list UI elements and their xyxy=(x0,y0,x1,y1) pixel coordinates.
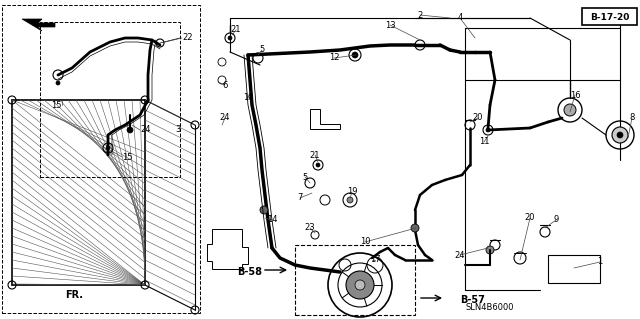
Circle shape xyxy=(411,224,419,232)
Text: 9: 9 xyxy=(554,216,559,225)
Bar xyxy=(295,245,415,315)
Circle shape xyxy=(352,52,358,58)
Circle shape xyxy=(617,132,623,138)
Circle shape xyxy=(486,128,490,132)
Text: 3: 3 xyxy=(175,125,180,135)
Text: 14: 14 xyxy=(267,216,277,225)
Text: 24: 24 xyxy=(455,250,465,259)
Text: 20: 20 xyxy=(525,213,535,222)
Text: 6: 6 xyxy=(222,80,228,90)
Text: B-58: B-58 xyxy=(237,267,262,277)
Circle shape xyxy=(106,146,110,150)
Text: 24: 24 xyxy=(220,114,230,122)
Text: B-17-20: B-17-20 xyxy=(590,12,630,21)
Text: 15: 15 xyxy=(51,100,62,109)
Text: 21: 21 xyxy=(231,26,241,34)
Text: 22: 22 xyxy=(182,33,193,42)
Text: 5: 5 xyxy=(259,46,264,55)
Text: 17: 17 xyxy=(370,256,380,264)
Text: 1: 1 xyxy=(597,257,603,266)
Text: 4: 4 xyxy=(458,13,463,23)
Text: 2: 2 xyxy=(417,11,422,19)
Bar xyxy=(548,255,600,283)
Circle shape xyxy=(346,271,374,299)
Text: 5: 5 xyxy=(302,173,308,182)
Circle shape xyxy=(316,163,320,167)
Text: 8: 8 xyxy=(629,114,635,122)
Bar xyxy=(582,8,637,25)
Text: 23: 23 xyxy=(305,224,316,233)
Text: 20: 20 xyxy=(473,114,483,122)
Text: 16: 16 xyxy=(570,91,580,100)
Text: B-57: B-57 xyxy=(460,295,485,305)
Text: SLN4B6000: SLN4B6000 xyxy=(466,302,515,311)
Bar xyxy=(2,5,200,313)
Circle shape xyxy=(56,81,60,85)
Text: 11: 11 xyxy=(479,137,489,146)
Bar xyxy=(40,22,180,177)
Text: 18: 18 xyxy=(243,93,253,102)
Text: 10: 10 xyxy=(360,238,371,247)
Text: 19: 19 xyxy=(347,188,357,197)
Circle shape xyxy=(612,127,628,143)
Text: 21: 21 xyxy=(310,151,320,160)
Circle shape xyxy=(127,127,133,133)
Circle shape xyxy=(347,197,353,203)
Circle shape xyxy=(260,206,268,214)
Polygon shape xyxy=(22,19,55,31)
Circle shape xyxy=(564,104,576,116)
Text: 7: 7 xyxy=(298,194,303,203)
Text: FR.: FR. xyxy=(65,290,83,300)
Text: 24: 24 xyxy=(140,125,150,135)
Circle shape xyxy=(486,246,494,254)
Text: 15: 15 xyxy=(122,152,132,161)
Text: 12: 12 xyxy=(329,54,339,63)
Circle shape xyxy=(355,280,365,290)
Circle shape xyxy=(228,36,232,40)
Text: 13: 13 xyxy=(385,20,396,29)
